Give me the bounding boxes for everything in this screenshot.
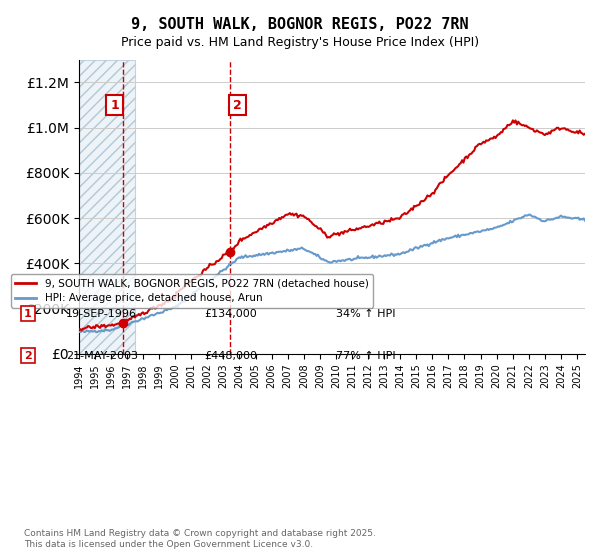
Text: 2: 2 xyxy=(24,351,32,361)
Text: 1: 1 xyxy=(110,99,119,111)
Text: 19-SEP-1996: 19-SEP-1996 xyxy=(66,309,137,319)
Text: 1: 1 xyxy=(24,309,32,319)
Text: £448,000: £448,000 xyxy=(204,351,257,361)
Text: Price paid vs. HM Land Registry's House Price Index (HPI): Price paid vs. HM Land Registry's House … xyxy=(121,36,479,49)
Legend: 9, SOUTH WALK, BOGNOR REGIS, PO22 7RN (detached house), HPI: Average price, deta: 9, SOUTH WALK, BOGNOR REGIS, PO22 7RN (d… xyxy=(11,274,373,307)
Text: 9, SOUTH WALK, BOGNOR REGIS, PO22 7RN: 9, SOUTH WALK, BOGNOR REGIS, PO22 7RN xyxy=(131,17,469,32)
Text: Contains HM Land Registry data © Crown copyright and database right 2025.
This d: Contains HM Land Registry data © Crown c… xyxy=(24,529,376,549)
Text: £134,000: £134,000 xyxy=(204,309,257,319)
Text: 21-MAY-2003: 21-MAY-2003 xyxy=(66,351,138,361)
Text: 77% ↑ HPI: 77% ↑ HPI xyxy=(336,351,395,361)
Bar xyxy=(79,60,135,353)
Text: 2: 2 xyxy=(233,99,242,111)
Text: 34% ↑ HPI: 34% ↑ HPI xyxy=(336,309,395,319)
Bar xyxy=(79,60,135,353)
